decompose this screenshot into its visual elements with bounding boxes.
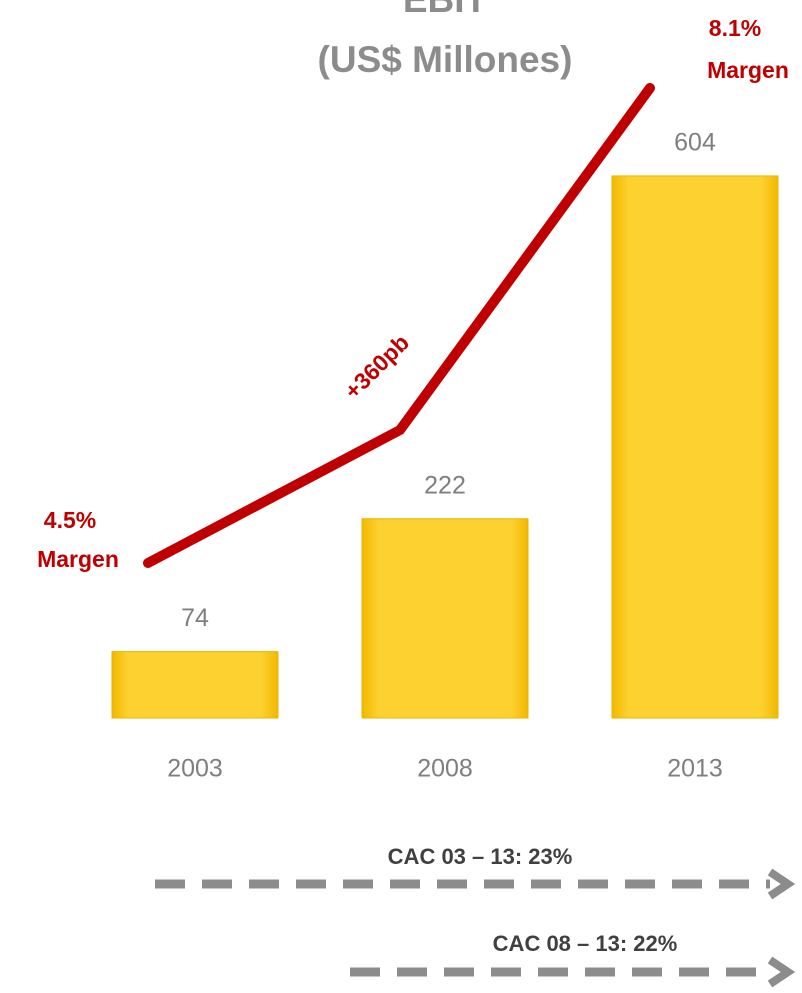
value-label: 222 [424,471,466,499]
bar [611,175,779,719]
chart-subtitle: (US$ Millones) [318,39,573,80]
value-label: 604 [674,129,716,157]
value-label: 74 [181,604,209,632]
chart-title: EBIT [403,0,488,20]
end-label: Margen [707,57,789,83]
arrow-head [767,868,796,900]
change-label: +360pb [339,329,414,404]
start-margin: 4.5% [44,507,96,533]
end-margin: 8.1% [709,15,761,41]
x-tick-label: 2008 [417,755,473,783]
margin-line [143,83,655,568]
arrow-head [767,956,796,988]
x-tick-label: 2013 [667,755,723,783]
bar [361,518,529,719]
x-tick-label: 2003 [167,755,223,783]
bar [111,651,279,719]
start-label: Margen [37,546,119,572]
cagr-label: CAC 03 – 13: 23% [388,844,573,869]
cagr-label: CAC 08 – 13: 22% [493,931,678,956]
